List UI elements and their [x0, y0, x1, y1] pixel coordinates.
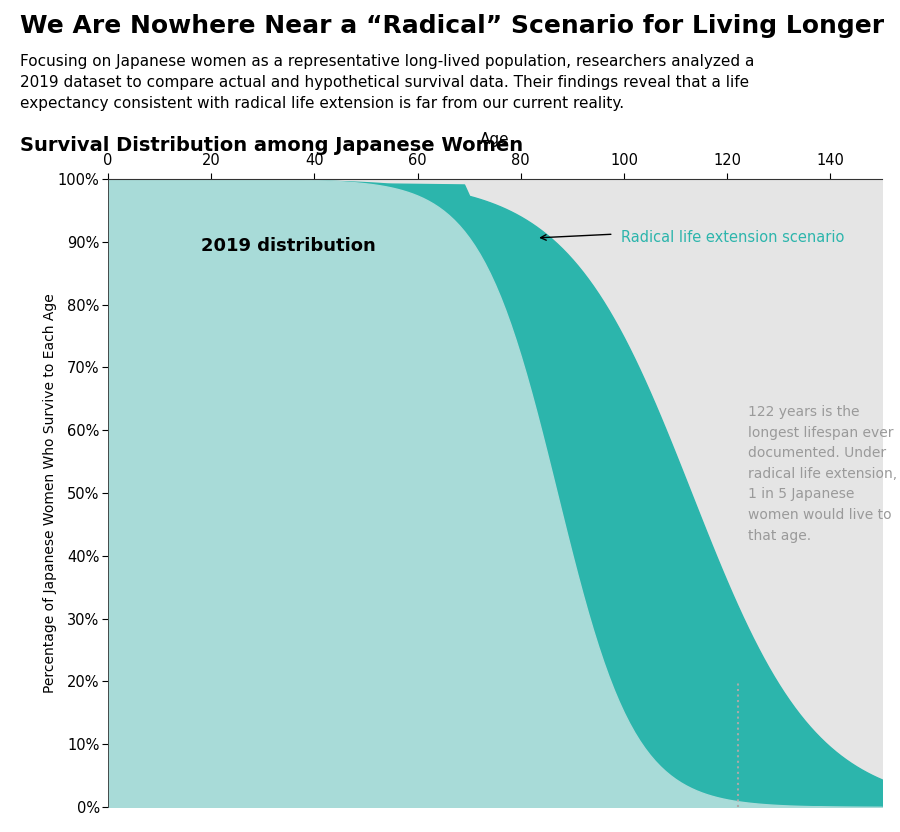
Text: 122 years is the
longest lifespan ever
documented. Under
radical life extension,: 122 years is the longest lifespan ever d… [748, 405, 897, 542]
Y-axis label: Percentage of Japanese Women Who Survive to Each Age: Percentage of Japanese Women Who Survive… [42, 293, 57, 693]
Text: We Are Nowhere Near a “Radical” Scenario for Living Longer: We Are Nowhere Near a “Radical” Scenario… [20, 14, 884, 38]
Text: Survival Distribution among Japanese Women: Survival Distribution among Japanese Wom… [20, 136, 523, 156]
Text: 2019 distribution: 2019 distribution [201, 237, 375, 255]
X-axis label: Age: Age [481, 132, 509, 147]
Text: Focusing on Japanese women as a representative long-lived population, researcher: Focusing on Japanese women as a represen… [20, 54, 754, 111]
Text: Radical life extension scenario: Radical life extension scenario [621, 230, 845, 245]
